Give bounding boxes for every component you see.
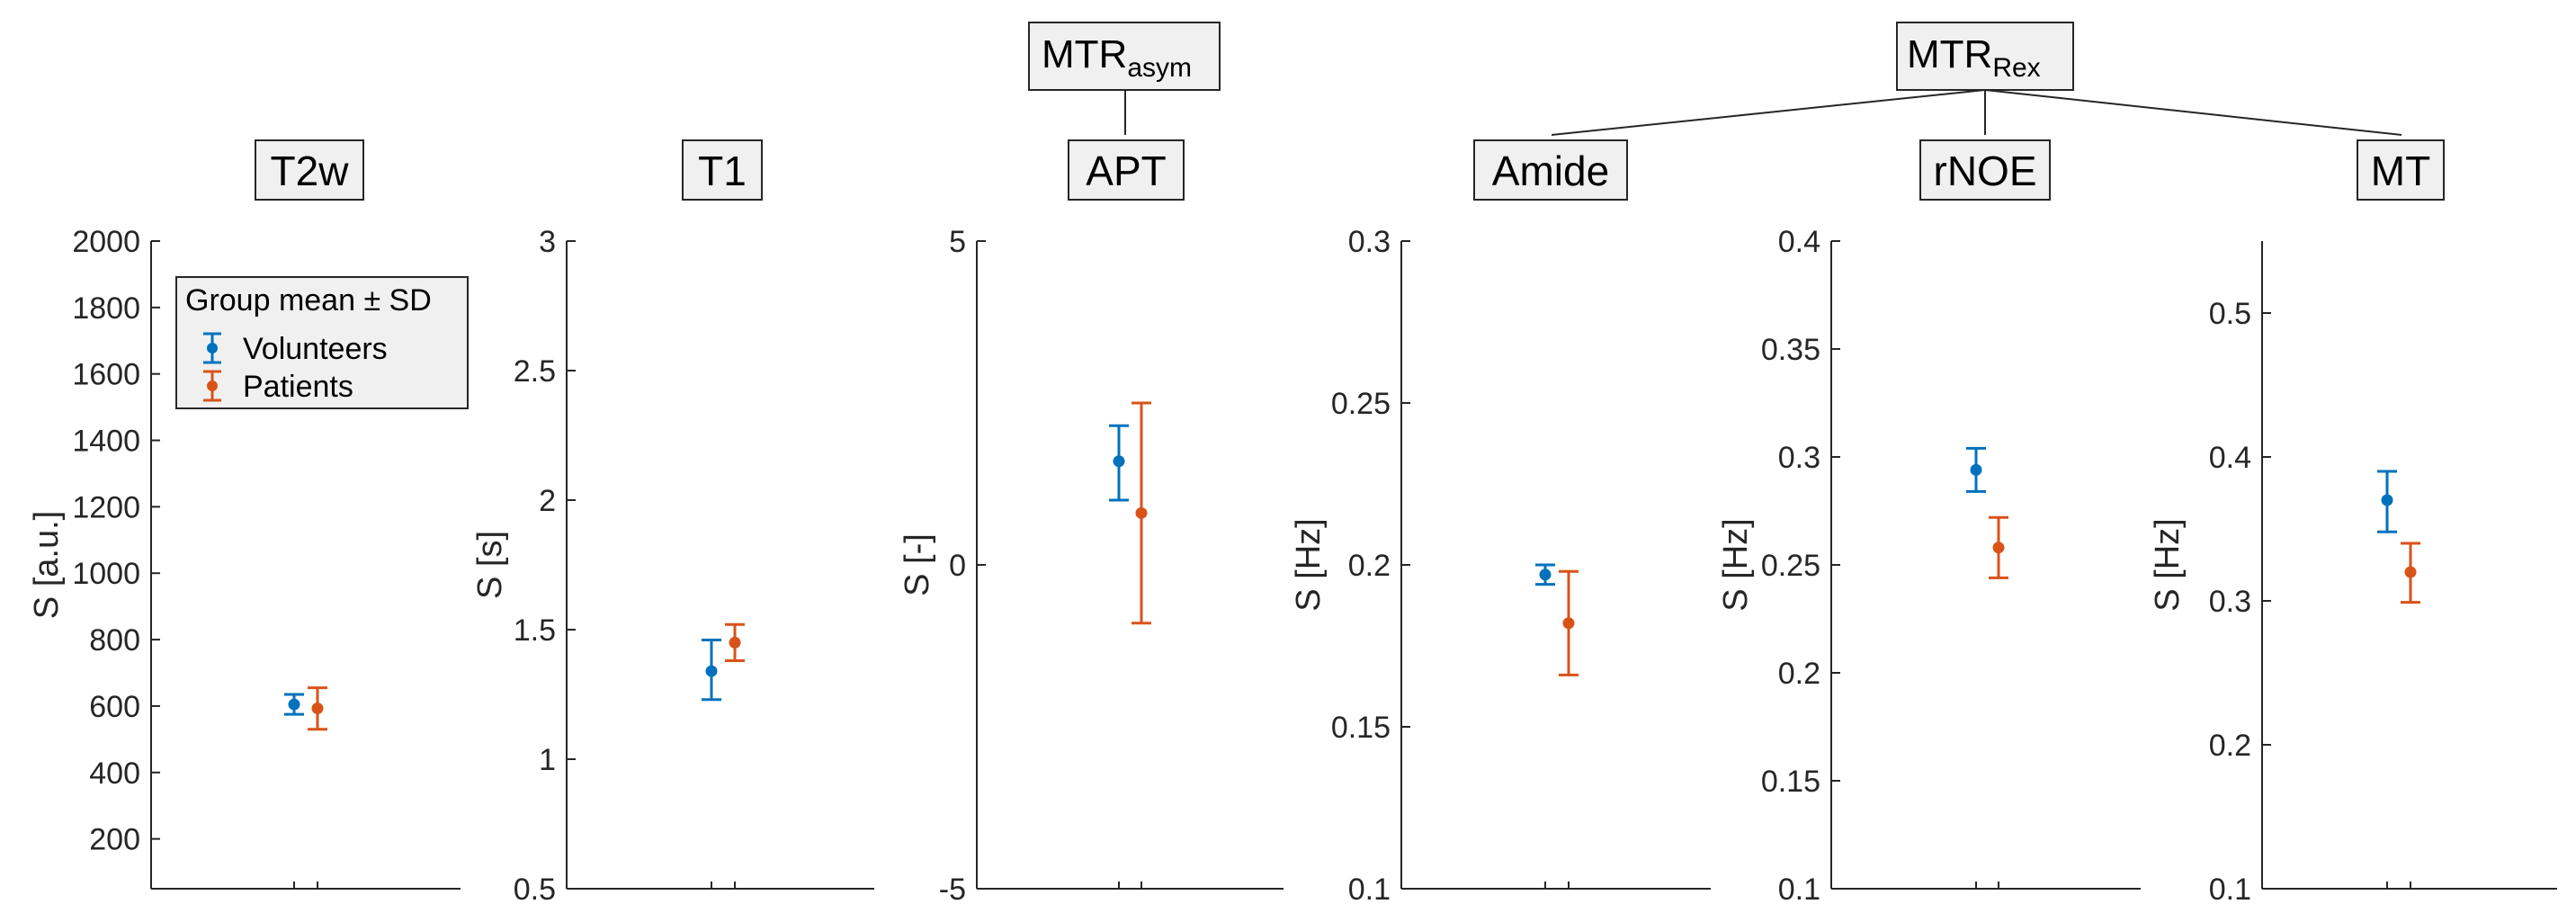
rnoe-volunteers-mean-point	[1970, 463, 1982, 476]
legend: Group mean ± SD Volunteers Patients	[175, 276, 469, 409]
mtr-rex-connector-amide	[1551, 89, 1986, 136]
t1-y-tick-label-3: 2	[539, 484, 556, 518]
t2w-y-tick-label-3: 800	[89, 623, 140, 658]
panel-t1: T1 0.5 1 1.5 2 2.5 3 S [s]	[471, 139, 874, 907]
mtr-rex-main: MTR	[1907, 32, 1992, 76]
legend-volunteers-label: Volunteers	[243, 332, 388, 366]
mtr-rex-connector-mt	[1984, 89, 2402, 136]
mt-title-box	[2357, 139, 2445, 201]
amide-y-label: S [Hz]	[1290, 518, 1328, 611]
t2w-title: T2w	[271, 148, 350, 194]
rnoe-title-box	[1919, 139, 2051, 201]
t2w-y-tick-label-8: 1800	[72, 291, 140, 326]
legend-patients-marker	[203, 370, 221, 402]
mt-y-label: S [Hz]	[2149, 518, 2187, 611]
amide-volunteers-mean-point	[1539, 568, 1552, 581]
mt-y-tick-label-4: 0.5	[2209, 297, 2251, 331]
mtr-rex-box	[1896, 22, 2074, 91]
rnoe-y-tick-label-2: 0.2	[1778, 657, 1820, 691]
amide-y-tick-label-0: 0.1	[1348, 873, 1391, 907]
mt-y-tick-label-3: 0.4	[2209, 441, 2251, 475]
mt-y-tick-label-1: 0.2	[2209, 729, 2251, 763]
legend-box	[175, 276, 469, 409]
amide-title-box	[1473, 139, 1628, 201]
rnoe-y-tick-label-3: 0.25	[1761, 549, 1820, 583]
rnoe-y-label: S [Hz]	[1717, 518, 1755, 611]
t2w-volunteers-mean-point	[288, 698, 300, 711]
t2w-title-box	[255, 139, 364, 201]
legend-title: Group mean ± SD	[185, 283, 432, 318]
mtr-asym-group: MTRasym	[1028, 22, 1221, 135]
apt-y-tick-label-0: -5	[939, 873, 966, 907]
mt-patients-mean-point	[2404, 566, 2417, 578]
rnoe-y-tick-label-4: 0.3	[1778, 441, 1820, 475]
amide-title: Amide	[1492, 148, 1609, 194]
panel-apt: APT -5 0 5 S [-]	[899, 139, 1284, 907]
t1-volunteers-mean-point	[705, 665, 718, 677]
mt-y-tick-label-2: 0.3	[2209, 585, 2251, 619]
t1-patients-mean-point	[729, 636, 741, 649]
t2w-y-tick-label-4: 1000	[72, 557, 140, 591]
panel-mt: MT 0.1 0.2 0.3 0.4 0.5 S [Hz]	[2149, 139, 2557, 907]
mtr-rex-label: MTRRex	[1907, 32, 2041, 83]
apt-patients-mean-point	[1135, 506, 1148, 519]
t1-title-box	[682, 139, 763, 201]
rnoe-y-tick-label-0: 0.1	[1778, 873, 1820, 907]
t1-y-tick-label-0: 0.5	[514, 873, 556, 907]
t2w-patients-mean-point	[311, 703, 324, 715]
t1-y-tick-label-4: 2.5	[514, 354, 556, 389]
amide-y-tick-label-1: 0.15	[1331, 711, 1391, 745]
mt-y-tick-label-0: 0.1	[2209, 873, 2251, 907]
panel-t2w: T2w 200 400 600 800 1000 1200 1400 1600 1800 2000 S…	[28, 139, 461, 890]
t1-y-tick-label-5: 3	[539, 225, 556, 259]
mt-title: MT	[2371, 148, 2430, 194]
apt-title-box	[1068, 139, 1185, 201]
t1-title: T1	[698, 148, 747, 194]
t2w-y-tick-label-9: 2000	[72, 225, 140, 259]
mtr-asym-box	[1028, 22, 1221, 91]
amide-y-tick-label-2: 0.2	[1348, 549, 1391, 583]
apt-y-label: S [-]	[899, 533, 936, 596]
apt-y-tick-label-2: 5	[949, 225, 966, 259]
t1-y-label: S [s]	[471, 531, 509, 599]
rnoe-y-tick-label-5: 0.35	[1761, 333, 1820, 367]
t2w-y-tick-label-5: 1200	[72, 490, 140, 524]
mtr-asym-main: MTR	[1042, 32, 1127, 76]
panel-amide: Amide 0.1 0.15 0.2 0.25 0.3 S [Hz]	[1290, 139, 1711, 907]
amide-y-tick-label-3: 0.25	[1331, 387, 1391, 421]
legend-patients-label: Patients	[243, 370, 353, 404]
panel-rnoe: rNOE 0.1 0.15 0.2 0.25 0.3 0.35 0.4 S [Hz]	[1717, 139, 2141, 907]
t2w-y-tick-label-0: 200	[89, 823, 140, 857]
rnoe-title: rNOE	[1934, 148, 2037, 194]
apt-volunteers-mean-point	[1113, 455, 1125, 468]
legend-volunteers-marker	[203, 332, 221, 364]
mtr-asym-label: MTRasym	[1042, 32, 1192, 83]
rnoe-y-tick-label-1: 0.15	[1761, 765, 1820, 799]
rnoe-y-tick-label-6: 0.4	[1778, 225, 1820, 259]
amide-y-tick-label-4: 0.3	[1348, 225, 1391, 259]
t1-y-tick-label-1: 1	[539, 743, 556, 777]
mtr-rex-sub: Rex	[1992, 53, 2040, 83]
rnoe-patients-mean-point	[1992, 542, 2005, 554]
t2w-y-tick-label-1: 400	[89, 756, 140, 791]
apt-y-tick-label-1: 0	[949, 549, 966, 583]
t2w-y-tick-label-2: 600	[89, 690, 140, 724]
t2w-y-tick-label-6: 1400	[72, 425, 140, 459]
amide-patients-mean-point	[1562, 617, 1575, 630]
t2w-y-tick-label-7: 1600	[72, 358, 140, 392]
t2w-y-label: S [a.u.]	[28, 511, 66, 619]
mtr-rex-group: MTRRex	[1551, 22, 2402, 136]
mtr-asym-sub: asym	[1127, 53, 1192, 83]
t1-y-tick-label-2: 1.5	[514, 613, 556, 648]
mt-volunteers-mean-point	[2381, 494, 2393, 506]
apt-title: APT	[1086, 148, 1166, 194]
